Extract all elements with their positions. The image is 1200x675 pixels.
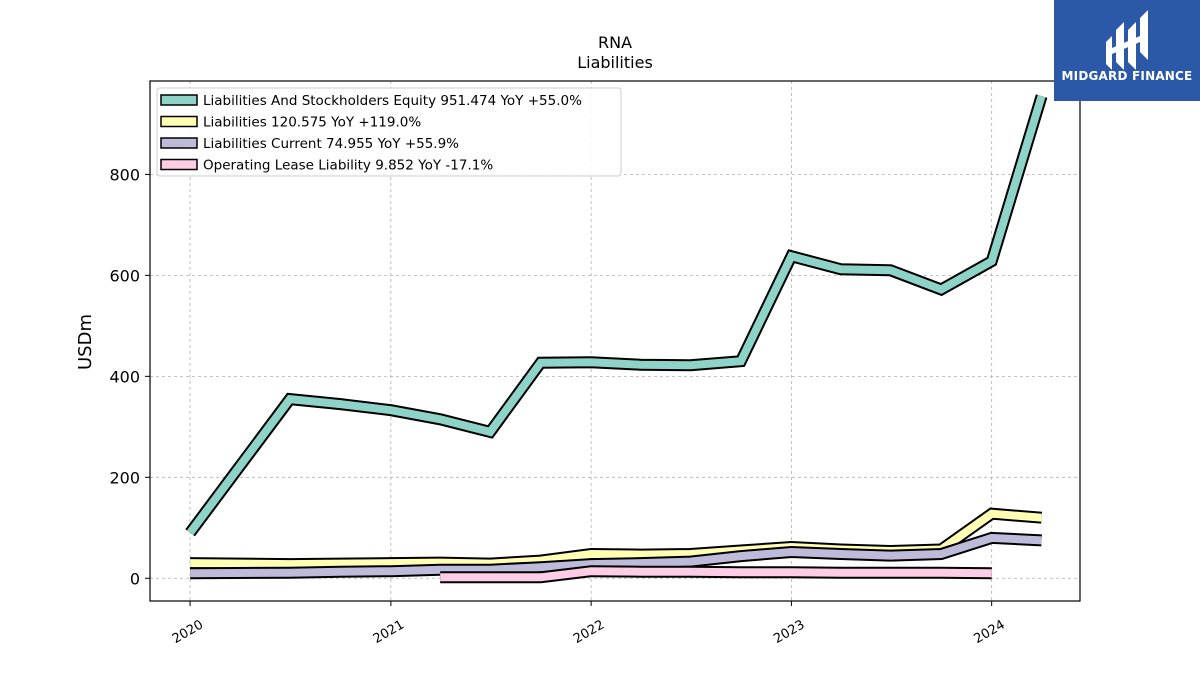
y-axis-label: USDm <box>75 314 96 370</box>
y-tick-label: 200 <box>109 468 140 487</box>
y-tick-label: 400 <box>109 367 140 386</box>
brand-name: MIDGARD FINANCE <box>1061 69 1193 83</box>
x-tick-label: 2021 <box>371 617 407 647</box>
x-tick-label: 2022 <box>571 617 607 647</box>
brand-logo: MIDGARD FINANCE <box>1054 0 1200 101</box>
legend: Liabilities And Stockholders Equity 951.… <box>156 87 622 177</box>
legend-swatch-3 <box>160 158 198 171</box>
plot-frame <box>149 80 1081 602</box>
x-tick-label: 2023 <box>771 617 807 647</box>
brand-logo-icon <box>1106 10 1148 70</box>
legend-swatch-2 <box>160 137 198 149</box>
series-line-2 <box>190 533 1042 578</box>
legend-swatch-1 <box>160 115 198 128</box>
series-line-3 <box>440 567 992 582</box>
legend-label-0: Liabilities And Stockholders Equity 951.… <box>203 93 582 109</box>
legend-label-2: Liabilities Current 74.955 YoY +55.9% <box>203 136 459 152</box>
series-layer <box>185 94 1048 584</box>
legend-label-3: Operating Lease Liability 9.852 YoY -17.… <box>203 158 493 174</box>
legend-label-1: Liabilities 120.575 YoY +119.0% <box>203 115 421 131</box>
series-line-0 <box>186 94 1046 536</box>
y-tick-label: 800 <box>109 165 140 184</box>
y-tick-label: 600 <box>109 266 140 285</box>
x-tick-label: 2020 <box>170 617 206 647</box>
chart-subtitle: Liabilities <box>577 53 653 72</box>
legend-box <box>156 87 622 177</box>
chart-title: RNA <box>598 33 632 52</box>
y-tick-label: 0 <box>130 569 140 588</box>
legend-swatch-0 <box>160 94 198 106</box>
x-tick-label: 2024 <box>972 617 1008 647</box>
